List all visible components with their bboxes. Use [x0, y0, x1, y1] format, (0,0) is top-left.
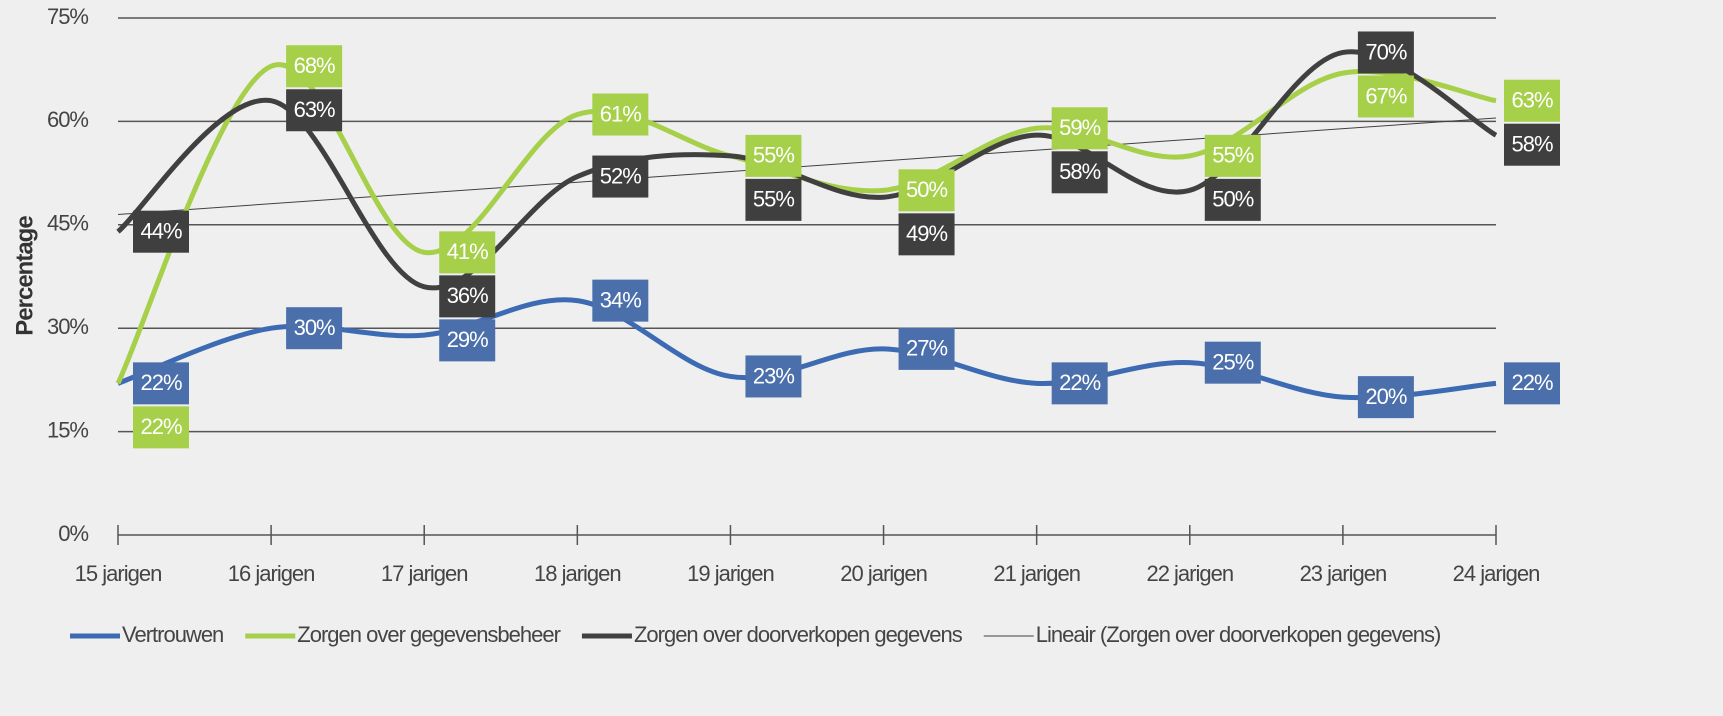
value-label: 61%	[600, 101, 641, 126]
value-label: 55%	[753, 143, 794, 168]
legend-label: Vertrouwen	[122, 622, 223, 647]
x-tick-label: 17 jarigen	[381, 561, 468, 586]
x-tick-label: 23 jarigen	[1300, 561, 1387, 586]
value-label: 49%	[906, 221, 947, 246]
trendline	[118, 118, 1496, 215]
x-tick-label: 22 jarigen	[1146, 561, 1233, 586]
value-label: 22%	[1059, 370, 1100, 395]
value-label: 68%	[294, 53, 335, 78]
value-label: 67%	[1365, 83, 1406, 108]
value-label: 22%	[140, 370, 181, 395]
value-label: 23%	[753, 363, 794, 388]
value-label: 58%	[1511, 132, 1552, 157]
value-label: 50%	[1212, 187, 1253, 212]
value-label: 52%	[600, 163, 641, 188]
x-tick-label: 19 jarigen	[687, 561, 774, 586]
y-tick-label: 75%	[47, 4, 88, 29]
value-label: 22%	[140, 414, 181, 439]
x-tick-label: 16 jarigen	[228, 561, 315, 586]
value-label: 63%	[294, 97, 335, 122]
y-axis-label: Percentage	[11, 216, 38, 336]
value-label: 34%	[600, 287, 641, 312]
y-tick-label: 60%	[47, 107, 88, 132]
x-tick-label: 24 jarigen	[1453, 561, 1540, 586]
x-tick-label: 15 jarigen	[75, 561, 162, 586]
x-tick-label: 18 jarigen	[534, 561, 621, 586]
value-label: 25%	[1212, 349, 1253, 374]
y-tick-label: 0%	[58, 521, 88, 546]
value-label: 55%	[1212, 143, 1253, 168]
value-label: 20%	[1365, 384, 1406, 409]
value-label: 70%	[1365, 39, 1406, 64]
value-label: 41%	[447, 239, 488, 264]
x-tick-label: 21 jarigen	[993, 561, 1080, 586]
legend-label: Lineair (Zorgen over doorverkopen gegeve…	[1036, 622, 1441, 647]
legend-label: Zorgen over doorverkopen gegevens	[634, 622, 963, 647]
value-label: 44%	[140, 219, 181, 244]
y-tick-label: 45%	[47, 211, 88, 236]
value-label: 30%	[294, 315, 335, 340]
chart: Percentage 0% 15% 30% 45% 60% 75% 15 jarigen 16…	[0, 0, 1723, 716]
value-label: 29%	[447, 327, 488, 352]
y-tick-label: 15%	[47, 417, 88, 442]
y-tick-label: 30%	[47, 314, 88, 339]
value-label: 63%	[1511, 88, 1552, 113]
value-label: 58%	[1059, 159, 1100, 184]
value-label: 22%	[1511, 370, 1552, 395]
value-label: 55%	[753, 187, 794, 212]
value-label: 27%	[906, 336, 947, 361]
legend-label: Zorgen over gegevensbeheer	[297, 622, 560, 647]
value-label: 59%	[1059, 115, 1100, 140]
value-label: 36%	[447, 283, 488, 308]
x-tick-label: 20 jarigen	[840, 561, 927, 586]
value-label: 50%	[906, 177, 947, 202]
